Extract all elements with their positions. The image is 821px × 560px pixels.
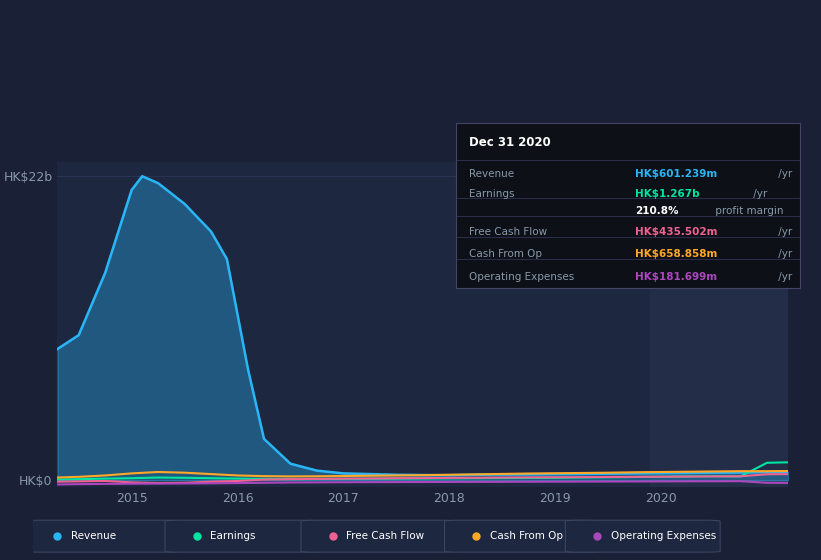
FancyBboxPatch shape xyxy=(444,520,599,552)
Text: Cash From Op: Cash From Op xyxy=(490,531,563,541)
Text: HK$1.267b: HK$1.267b xyxy=(635,189,699,199)
Text: /yr: /yr xyxy=(750,189,767,199)
Text: HK$435.502m: HK$435.502m xyxy=(635,227,718,237)
FancyBboxPatch shape xyxy=(165,520,320,552)
Text: profit margin: profit margin xyxy=(712,206,783,216)
Text: Revenue: Revenue xyxy=(71,531,116,541)
Text: Operating Expenses: Operating Expenses xyxy=(470,272,575,282)
Text: /yr: /yr xyxy=(775,249,792,259)
Text: HK$181.699m: HK$181.699m xyxy=(635,272,717,282)
FancyBboxPatch shape xyxy=(25,520,180,552)
Text: Earnings: Earnings xyxy=(210,531,256,541)
Text: Earnings: Earnings xyxy=(470,189,515,199)
FancyBboxPatch shape xyxy=(301,520,456,552)
Text: Free Cash Flow: Free Cash Flow xyxy=(346,531,424,541)
Text: HK$658.858m: HK$658.858m xyxy=(635,249,718,259)
Text: Operating Expenses: Operating Expenses xyxy=(611,531,716,541)
Text: 210.8%: 210.8% xyxy=(635,206,678,216)
Bar xyxy=(650,162,788,487)
Text: /yr: /yr xyxy=(775,227,792,237)
Text: Cash From Op: Cash From Op xyxy=(470,249,543,259)
Text: Dec 31 2020: Dec 31 2020 xyxy=(470,137,551,150)
Text: /yr: /yr xyxy=(775,170,792,179)
Text: Free Cash Flow: Free Cash Flow xyxy=(470,227,548,237)
Text: Revenue: Revenue xyxy=(470,170,515,179)
FancyBboxPatch shape xyxy=(566,520,720,552)
Text: /yr: /yr xyxy=(775,272,792,282)
Text: HK$601.239m: HK$601.239m xyxy=(635,170,718,179)
